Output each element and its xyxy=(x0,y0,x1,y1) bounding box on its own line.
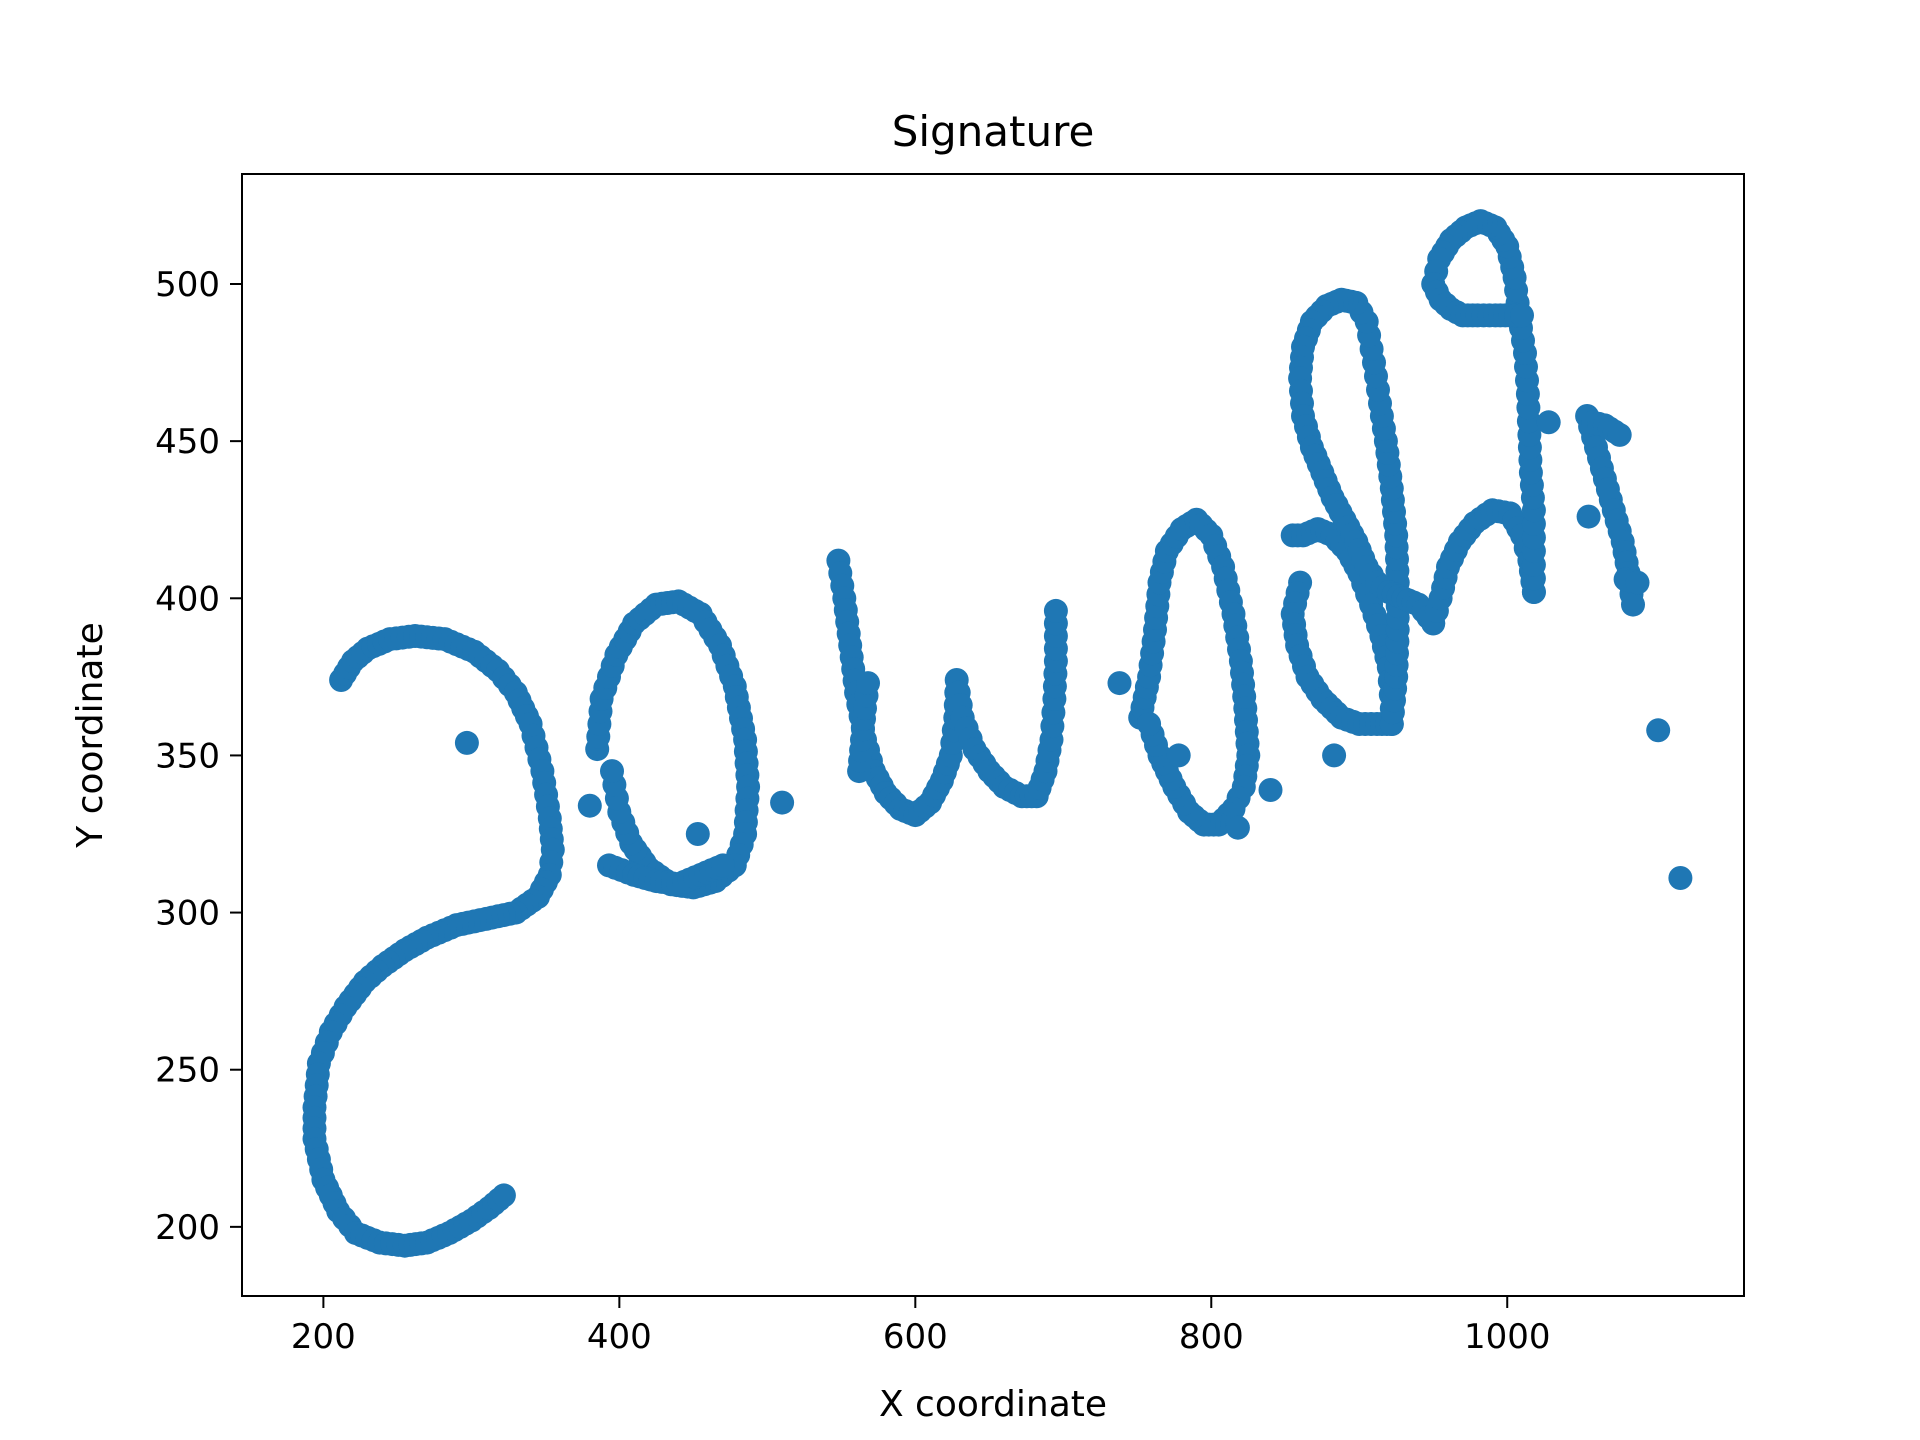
x-tick-label: 1000 xyxy=(1464,1317,1551,1357)
data-point xyxy=(685,822,710,846)
data-point xyxy=(491,1183,516,1208)
y-axis-ticks: 200 250 300 350 400 450 500 xyxy=(155,265,242,1248)
data-point xyxy=(1510,303,1534,328)
plot-frame xyxy=(241,173,1745,1297)
data-point xyxy=(1258,778,1283,802)
data-point xyxy=(1137,712,1162,736)
y-tick-label: 450 xyxy=(155,422,220,462)
y-tick-label: 400 xyxy=(155,579,220,619)
x-tick-label: 600 xyxy=(883,1317,948,1357)
data-point xyxy=(600,759,624,784)
data-point xyxy=(856,671,880,696)
data-point xyxy=(1107,671,1132,696)
data-point xyxy=(710,853,735,878)
x-axis-label: X coordinate xyxy=(879,1384,1107,1425)
data-point xyxy=(577,793,602,818)
data-point xyxy=(770,790,795,815)
x-axis-ticks: 200 400 600 800 1000 xyxy=(291,1296,1551,1357)
y-tick-label: 250 xyxy=(155,1051,220,1091)
data-point xyxy=(1646,718,1671,743)
y-tick-label: 200 xyxy=(155,1208,220,1248)
data-point xyxy=(1621,592,1645,617)
y-axis-label: Y coordinate xyxy=(70,622,111,848)
y-tick-label: 300 xyxy=(155,894,220,934)
x-tick-label: 800 xyxy=(1179,1317,1244,1357)
data-point xyxy=(1166,743,1191,768)
data-point xyxy=(1043,598,1068,623)
data-point xyxy=(1668,866,1693,890)
data-point xyxy=(454,730,479,755)
chart-title: Signature xyxy=(892,107,1095,156)
data-point xyxy=(1536,410,1561,435)
data-point xyxy=(1322,743,1347,768)
scatter-points xyxy=(302,209,1693,1258)
y-tick-label: 500 xyxy=(155,265,220,305)
x-tick-label: 200 xyxy=(291,1317,356,1357)
data-point xyxy=(1625,570,1650,595)
y-tick-label: 350 xyxy=(155,736,220,776)
data-point xyxy=(1576,504,1601,529)
x-tick-label: 400 xyxy=(587,1317,652,1357)
data-point xyxy=(1225,815,1250,840)
data-point xyxy=(1607,422,1632,447)
